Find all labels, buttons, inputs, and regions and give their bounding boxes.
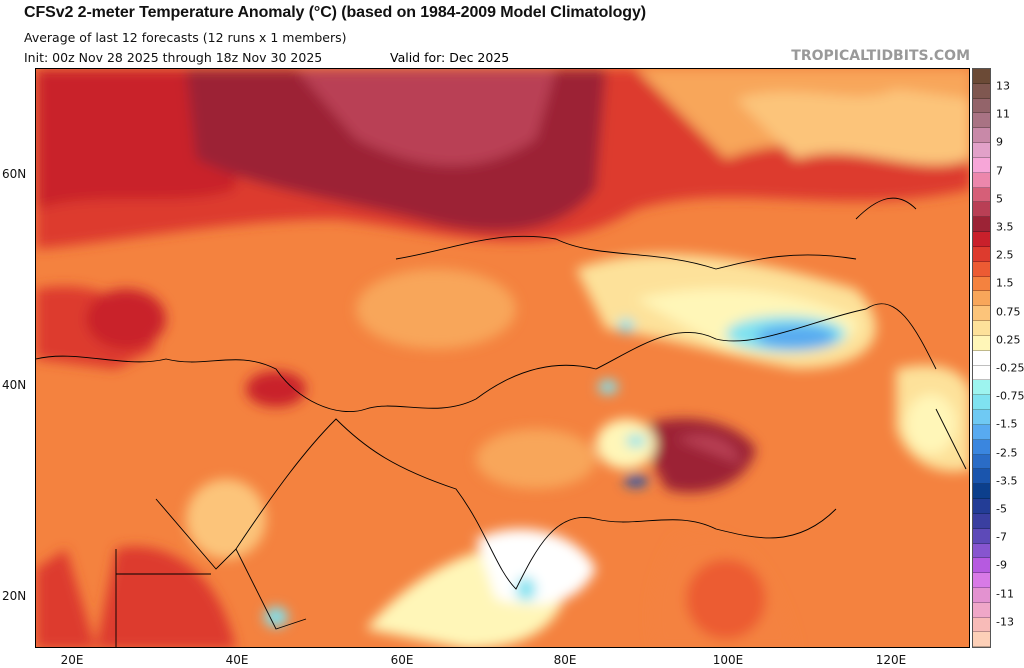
- colorbar-bin: [973, 351, 990, 366]
- colorbar-bin: [973, 336, 990, 351]
- colorbar-label: 7: [996, 164, 1003, 177]
- colorbar-bin: [973, 618, 990, 633]
- colorbar-label: 1.5: [996, 277, 1014, 290]
- colorbar-bin: [973, 603, 990, 618]
- colorbar-bin: [973, 202, 990, 217]
- lon-label: 40E: [226, 653, 249, 667]
- lon-label: 60E: [391, 653, 414, 667]
- colorbar-label: 0.75: [996, 305, 1021, 318]
- colorbar-bin: [973, 469, 990, 484]
- colorbar-label: 2.5: [996, 249, 1014, 262]
- colorbar-bin: [973, 484, 990, 499]
- colorbar-label: -0.25: [996, 362, 1024, 375]
- colorbar-bin: [973, 544, 990, 559]
- colorbar-bin: [973, 499, 990, 514]
- lon-label: 20E: [61, 653, 84, 667]
- colorbar-bin: [973, 143, 990, 158]
- lon-label: 120E: [876, 653, 907, 667]
- colorbar-bin: [973, 113, 990, 128]
- colorbar-bin: [973, 410, 990, 425]
- colorbar-bin: [973, 217, 990, 232]
- colorbar-label: -11: [996, 587, 1014, 600]
- temperature-anomaly-map: [35, 68, 970, 648]
- colorbar-bin: [973, 514, 990, 529]
- colorbar-bin: [973, 380, 990, 395]
- colorbar-label: -3.5: [996, 474, 1017, 487]
- colorbar-bin: [973, 632, 990, 647]
- colorbar-bin: [973, 158, 990, 173]
- map-subtitle: Average of last 12 forecasts (12 runs x …: [24, 30, 346, 45]
- colorbar-label: 3.5: [996, 221, 1014, 234]
- colorbar-bin: [973, 573, 990, 588]
- colorbar-label: -2.5: [996, 446, 1017, 459]
- colorbar-bin: [973, 440, 990, 455]
- colorbar-bin: [973, 425, 990, 440]
- colorbar-label: 9: [996, 136, 1003, 149]
- lon-label: 80E: [554, 653, 577, 667]
- colorbar-bin: [973, 188, 990, 203]
- lat-label: 20N: [2, 589, 26, 603]
- colorbar-bin: [973, 232, 990, 247]
- colorbar-label: -13: [996, 615, 1014, 628]
- lat-label: 60N: [2, 167, 26, 181]
- colorbar-bin: [973, 247, 990, 262]
- colorbar-label: 13: [996, 80, 1010, 93]
- colorbar-bin: [973, 588, 990, 603]
- lat-label: 40N: [2, 378, 26, 392]
- colorbar-label: -9: [996, 559, 1007, 572]
- colorbar-bin: [973, 128, 990, 143]
- colorbar-label: -1.5: [996, 418, 1017, 431]
- colorbar-bin: [973, 306, 990, 321]
- colorbar-bin: [973, 277, 990, 292]
- colorbar-bin: [973, 366, 990, 381]
- brand-watermark: TROPICALTIDBITS.COM: [791, 48, 970, 64]
- colorbar-label: 0.25: [996, 333, 1021, 346]
- valid-time: Valid for: Dec 2025: [390, 50, 509, 65]
- colorbar-bin: [973, 455, 990, 470]
- colorbar-label: -5: [996, 503, 1007, 516]
- colorbar-bin: [973, 321, 990, 336]
- colorbar-bin: [973, 69, 990, 84]
- colorbar-bin: [973, 99, 990, 114]
- colorbar-bin: [973, 262, 990, 277]
- colorbar-label: -7: [996, 531, 1007, 544]
- lon-label: 100E: [713, 653, 744, 667]
- map-title: CFSv2 2-meter Temperature Anomaly (°C) (…: [24, 4, 646, 22]
- colorbar-label: -0.75: [996, 390, 1024, 403]
- colorbar-bin: [973, 529, 990, 544]
- init-time: Init: 00z Nov 28 2025 through 18z Nov 30…: [24, 50, 322, 65]
- colorbar-bin: [973, 558, 990, 573]
- colorbar-bin: [973, 395, 990, 410]
- colorbar-label: 5: [996, 192, 1003, 205]
- colorbar-bin: [973, 291, 990, 306]
- colorbar-label: 11: [996, 108, 1010, 121]
- colorbar: [972, 68, 991, 648]
- colorbar-bin: [973, 84, 990, 99]
- colorbar-bin: [973, 173, 990, 188]
